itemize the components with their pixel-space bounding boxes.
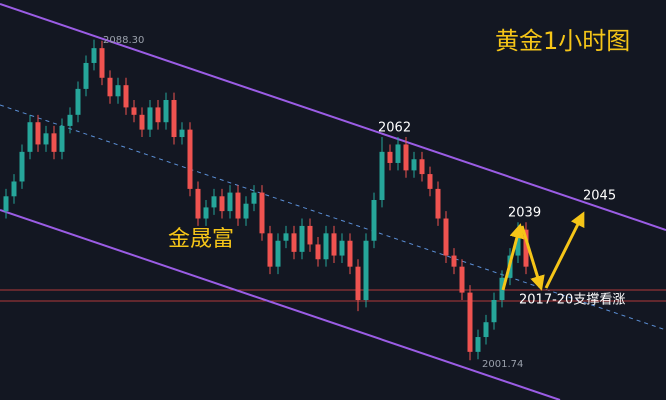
candle-body xyxy=(123,85,129,108)
watermark: 金晟富 xyxy=(168,227,234,252)
candle-body xyxy=(427,174,433,189)
candle-body xyxy=(355,266,361,300)
chart-title: 黄金1小时图 xyxy=(495,27,630,55)
candles xyxy=(3,39,529,361)
candle-body xyxy=(155,107,161,123)
annotation: 2088.30 xyxy=(103,35,144,46)
candle-body xyxy=(83,62,89,89)
channel-lower xyxy=(0,209,561,400)
candle-body xyxy=(331,233,337,256)
annotation: 2045 xyxy=(583,189,616,204)
candle-body xyxy=(67,114,73,126)
candle-body xyxy=(435,188,441,219)
candle-body xyxy=(19,151,25,182)
candle-body xyxy=(419,159,425,175)
candle-body xyxy=(291,233,297,252)
candle-body xyxy=(523,229,529,267)
candle-body xyxy=(139,114,145,130)
candle-body xyxy=(179,129,185,138)
annotation: 2039 xyxy=(508,206,541,221)
candle-body xyxy=(91,48,97,63)
candle-body xyxy=(267,233,273,267)
candle-body xyxy=(3,196,9,212)
candle-body xyxy=(347,240,353,267)
candle-body xyxy=(323,233,329,260)
candle-body xyxy=(251,192,257,204)
candle-body xyxy=(491,300,497,323)
candle-body xyxy=(451,255,457,267)
candle-body xyxy=(315,244,321,260)
candle-body xyxy=(259,192,265,234)
candle-body xyxy=(35,122,41,145)
candle-body xyxy=(147,107,153,130)
candle-body xyxy=(363,240,369,300)
channel-upper xyxy=(0,3,666,231)
annotation: 2017-20支撑看涨 xyxy=(519,292,625,308)
candle-body xyxy=(467,292,473,352)
candle-body xyxy=(59,125,65,152)
candle-body xyxy=(403,144,409,171)
candle-body xyxy=(99,48,105,78)
candle-body xyxy=(187,129,193,189)
candle-body xyxy=(483,322,489,338)
candle-body xyxy=(515,229,521,256)
arrow xyxy=(501,223,525,291)
candle-body xyxy=(443,218,449,256)
candle-body xyxy=(211,196,217,208)
candle-body xyxy=(163,100,169,123)
candle-body xyxy=(387,151,393,163)
candle-body xyxy=(475,337,481,352)
candle-body xyxy=(195,188,201,219)
candle-body xyxy=(131,107,137,115)
candle-body xyxy=(411,159,417,171)
arrow xyxy=(544,211,585,289)
mid-channel xyxy=(0,104,666,331)
arrow xyxy=(520,225,545,291)
candle-body xyxy=(371,200,377,241)
candle-body xyxy=(395,144,401,163)
candle-body xyxy=(11,181,17,197)
candle-body xyxy=(227,192,233,212)
candle-body xyxy=(459,266,465,293)
candle-body xyxy=(171,100,177,138)
candle-body xyxy=(283,233,289,241)
candle-body xyxy=(299,225,305,252)
candle-body xyxy=(243,203,249,219)
annotation: 2001.74 xyxy=(482,359,523,370)
candle-body xyxy=(51,133,57,152)
candle-body xyxy=(379,151,385,200)
candle-body xyxy=(339,240,345,256)
candle-body xyxy=(307,225,313,245)
candle-body xyxy=(203,207,209,219)
candle-body xyxy=(107,77,113,97)
candle-body xyxy=(27,122,33,152)
candle-body xyxy=(115,85,121,97)
candle-body xyxy=(75,88,81,115)
candle-body xyxy=(235,192,241,219)
candle-body xyxy=(43,133,49,145)
candle-body xyxy=(275,240,281,267)
annotation: 2062 xyxy=(378,121,411,136)
candle-body xyxy=(219,196,225,212)
